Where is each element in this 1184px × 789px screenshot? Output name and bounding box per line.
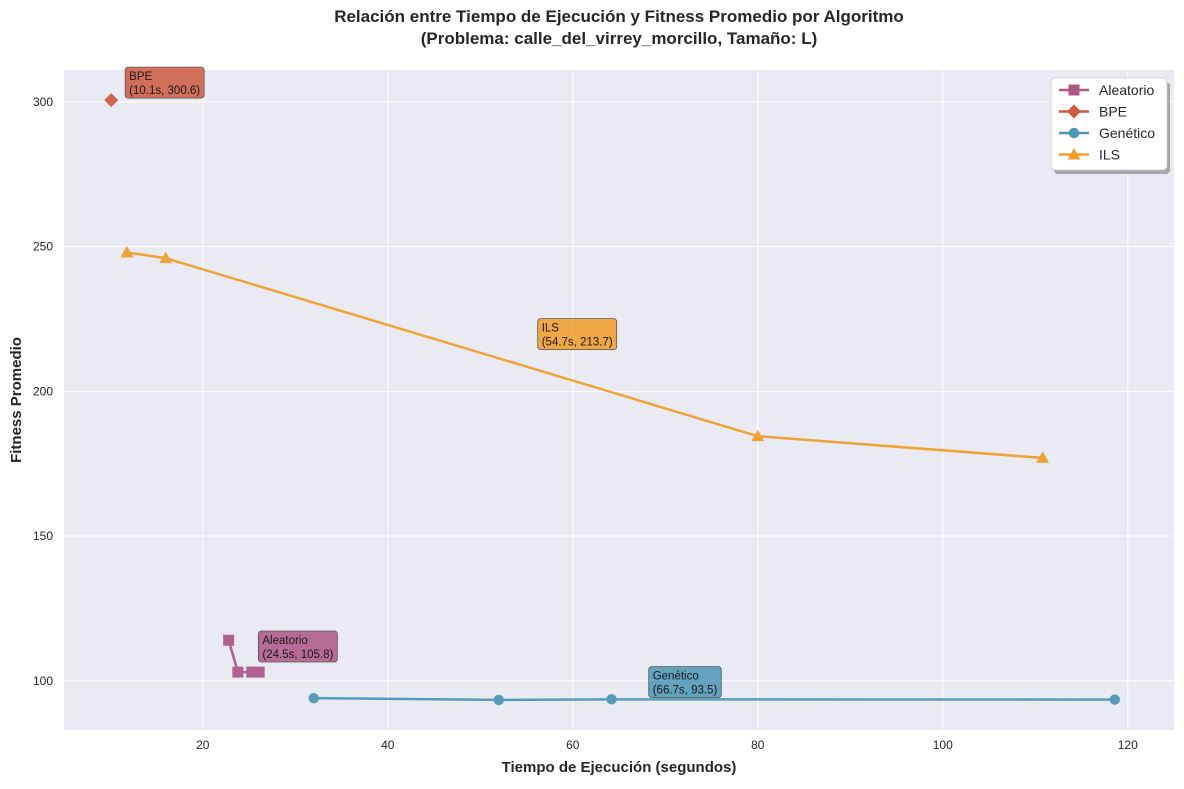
data-point-ils <box>120 245 134 258</box>
data-point-aleatorio <box>253 666 265 678</box>
annotation-coords: (24.5s, 105.8) <box>262 649 333 661</box>
x-tick-label: 60 <box>566 738 580 752</box>
series-line-ils <box>125 251 1044 460</box>
legend-swatch-genetico <box>1059 127 1089 139</box>
annotation-coords: (10.1s, 300.6) <box>129 85 200 97</box>
annotation-label: BPE <box>129 71 152 83</box>
legend-label-aleatorio: Aleatorio <box>1099 82 1154 98</box>
y-tick-label: 200 <box>33 384 53 398</box>
x-tick-labels: 20 40 60 80 100 120 <box>196 738 1138 752</box>
data-point-bpe <box>104 93 119 108</box>
legend-marker-genetico <box>1068 127 1080 139</box>
data-point-ils <box>1036 451 1050 463</box>
y-axis-label: Fitness Promedio <box>8 337 25 463</box>
annotation-label: Genético <box>653 671 699 683</box>
chart-title-line1: Relación entre Tiempo de Ejecución y Fit… <box>334 7 904 26</box>
y-tick-label: 150 <box>33 529 53 543</box>
x-tick-label: 20 <box>196 738 210 752</box>
legend-label-ils: ILS <box>1099 147 1120 163</box>
legend-label-bpe: BPE <box>1099 104 1127 120</box>
legend-swatch-bpe <box>1059 104 1089 119</box>
legend-marker-aleatorio <box>1068 84 1080 96</box>
legend-label-genetico: Genético <box>1099 125 1155 141</box>
series-layer <box>104 93 1121 706</box>
data-point-aleatorio <box>246 666 258 678</box>
data-point-ils <box>159 251 173 264</box>
annotation-label: ILS <box>542 323 560 335</box>
series-aleatorio <box>223 634 265 678</box>
data-point-aleatorio <box>232 666 244 678</box>
data-point-aleatorio <box>223 634 235 646</box>
x-tick-label: 80 <box>751 738 765 752</box>
x-tick-label: 40 <box>381 738 395 752</box>
legend-box <box>1050 77 1168 171</box>
legend-marker-ils <box>1067 148 1081 160</box>
series-ils <box>120 245 1050 463</box>
legend-swatch-aleatorio <box>1059 84 1089 96</box>
series-genetico <box>308 692 1121 706</box>
annotation-coords: (54.7s, 213.7) <box>542 337 613 349</box>
annotation-aleatorio: Aleatorio (24.5s, 105.8) <box>257 630 338 663</box>
legend: Aleatorio BPE Genético ILS <box>1050 77 1170 174</box>
annotation-bpe: BPE (10.1s, 300.6) <box>124 66 205 99</box>
data-point-ils <box>751 429 765 442</box>
legend-marker-bpe <box>1067 104 1081 119</box>
y-tick-label: 250 <box>33 240 53 254</box>
data-point-genetico <box>308 692 319 704</box>
x-axis-label: Tiempo de Ejecución (segundos) <box>502 759 737 776</box>
y-tick-labels: 100 150 200 250 300 <box>33 95 53 688</box>
series-bpe <box>104 93 119 108</box>
y-tick-label: 100 <box>33 674 53 688</box>
chart-title-line2: (Problema: calle_del_virrey_morcillo, Ta… <box>421 29 818 48</box>
series-line-genetico <box>312 696 1117 702</box>
annotation-layer: Aleatorio (24.5s, 105.8) BPE (10.1s, 300.6)… <box>124 66 722 699</box>
legend-swatch-ils <box>1059 148 1089 160</box>
x-tick-label: 120 <box>1118 738 1138 752</box>
grid-layer <box>64 70 1174 730</box>
annotation-ils: ILS (54.7s, 213.7) <box>537 318 618 351</box>
annotation-genetico: Genético (66.7s, 93.5) <box>648 666 722 699</box>
y-tick-label: 300 <box>33 95 53 109</box>
data-point-genetico <box>1109 694 1121 705</box>
data-point-genetico <box>493 694 504 706</box>
plot-area <box>64 70 1174 730</box>
annotation-label: Aleatorio <box>262 635 307 647</box>
data-point-genetico <box>606 694 617 705</box>
annotation-coords: (66.7s, 93.5) <box>653 685 718 697</box>
x-tick-label: 100 <box>933 738 953 752</box>
